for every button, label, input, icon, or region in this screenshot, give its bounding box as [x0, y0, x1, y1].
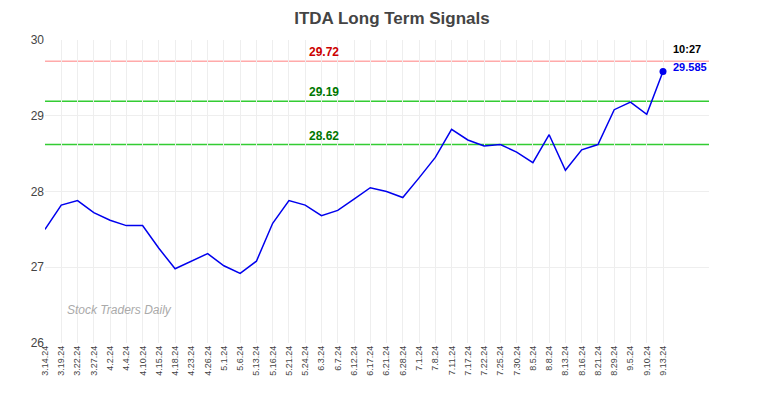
- svg-text:5.21.24: 5.21.24: [284, 346, 294, 376]
- svg-text:27: 27: [31, 260, 45, 274]
- svg-text:30: 30: [31, 33, 45, 47]
- svg-text:7.25.24: 7.25.24: [495, 346, 505, 376]
- svg-text:6.12.24: 6.12.24: [349, 346, 359, 376]
- svg-text:29.585: 29.585: [673, 61, 707, 73]
- svg-text:9.10.24: 9.10.24: [642, 346, 652, 376]
- svg-text:5.16.24: 5.16.24: [268, 346, 278, 376]
- svg-text:6.7.24: 6.7.24: [333, 346, 343, 371]
- svg-text:6.21.24: 6.21.24: [381, 346, 391, 376]
- svg-text:9.5.24: 9.5.24: [625, 346, 635, 371]
- svg-text:3.19.24: 3.19.24: [56, 346, 66, 376]
- svg-text:4.4.24: 4.4.24: [121, 346, 131, 371]
- svg-text:7.1.24: 7.1.24: [414, 346, 424, 371]
- svg-text:6.17.24: 6.17.24: [365, 346, 375, 376]
- svg-text:10:27: 10:27: [673, 43, 701, 55]
- svg-text:5.1.24: 5.1.24: [219, 346, 229, 371]
- svg-text:Stock Traders Daily: Stock Traders Daily: [67, 303, 172, 317]
- svg-text:6.28.24: 6.28.24: [398, 346, 408, 376]
- svg-text:29.72: 29.72: [309, 45, 339, 59]
- svg-text:8.8.24: 8.8.24: [544, 346, 554, 371]
- svg-text:8.16.24: 8.16.24: [577, 346, 587, 376]
- svg-text:5.6.24: 5.6.24: [235, 346, 245, 371]
- svg-text:28.62: 28.62: [309, 129, 339, 143]
- svg-text:3.14.24: 3.14.24: [40, 346, 50, 376]
- svg-text:28: 28: [31, 185, 45, 199]
- svg-text:4.23.24: 4.23.24: [186, 346, 196, 376]
- svg-text:4.15.24: 4.15.24: [154, 346, 164, 376]
- svg-text:4.26.24: 4.26.24: [203, 346, 213, 376]
- svg-text:5.13.24: 5.13.24: [251, 346, 261, 376]
- svg-text:26: 26: [31, 336, 45, 350]
- svg-text:7.8.24: 7.8.24: [430, 346, 440, 371]
- svg-text:7.30.24: 7.30.24: [512, 346, 522, 376]
- svg-text:3.22.24: 3.22.24: [72, 346, 82, 376]
- svg-text:8.5.24: 8.5.24: [528, 346, 538, 371]
- svg-text:8.29.24: 8.29.24: [609, 346, 619, 376]
- svg-text:4.2.24: 4.2.24: [105, 346, 115, 371]
- svg-text:ITDA Long Term Signals: ITDA Long Term Signals: [294, 9, 490, 28]
- svg-text:9.13.24: 9.13.24: [658, 346, 668, 376]
- svg-text:6.3.24: 6.3.24: [316, 346, 326, 371]
- svg-text:4.18.24: 4.18.24: [170, 346, 180, 376]
- svg-text:5.24.24: 5.24.24: [300, 346, 310, 376]
- svg-text:29: 29: [31, 109, 45, 123]
- svg-text:3.27.24: 3.27.24: [89, 346, 99, 376]
- svg-text:7.11.24: 7.11.24: [447, 346, 457, 375]
- svg-text:4.10.24: 4.10.24: [138, 346, 148, 376]
- svg-text:8.21.24: 8.21.24: [593, 346, 603, 376]
- svg-text:7.17.24: 7.17.24: [463, 346, 473, 376]
- svg-text:7.22.24: 7.22.24: [479, 346, 489, 376]
- svg-text:29.19: 29.19: [309, 85, 339, 99]
- svg-text:8.13.24: 8.13.24: [560, 346, 570, 376]
